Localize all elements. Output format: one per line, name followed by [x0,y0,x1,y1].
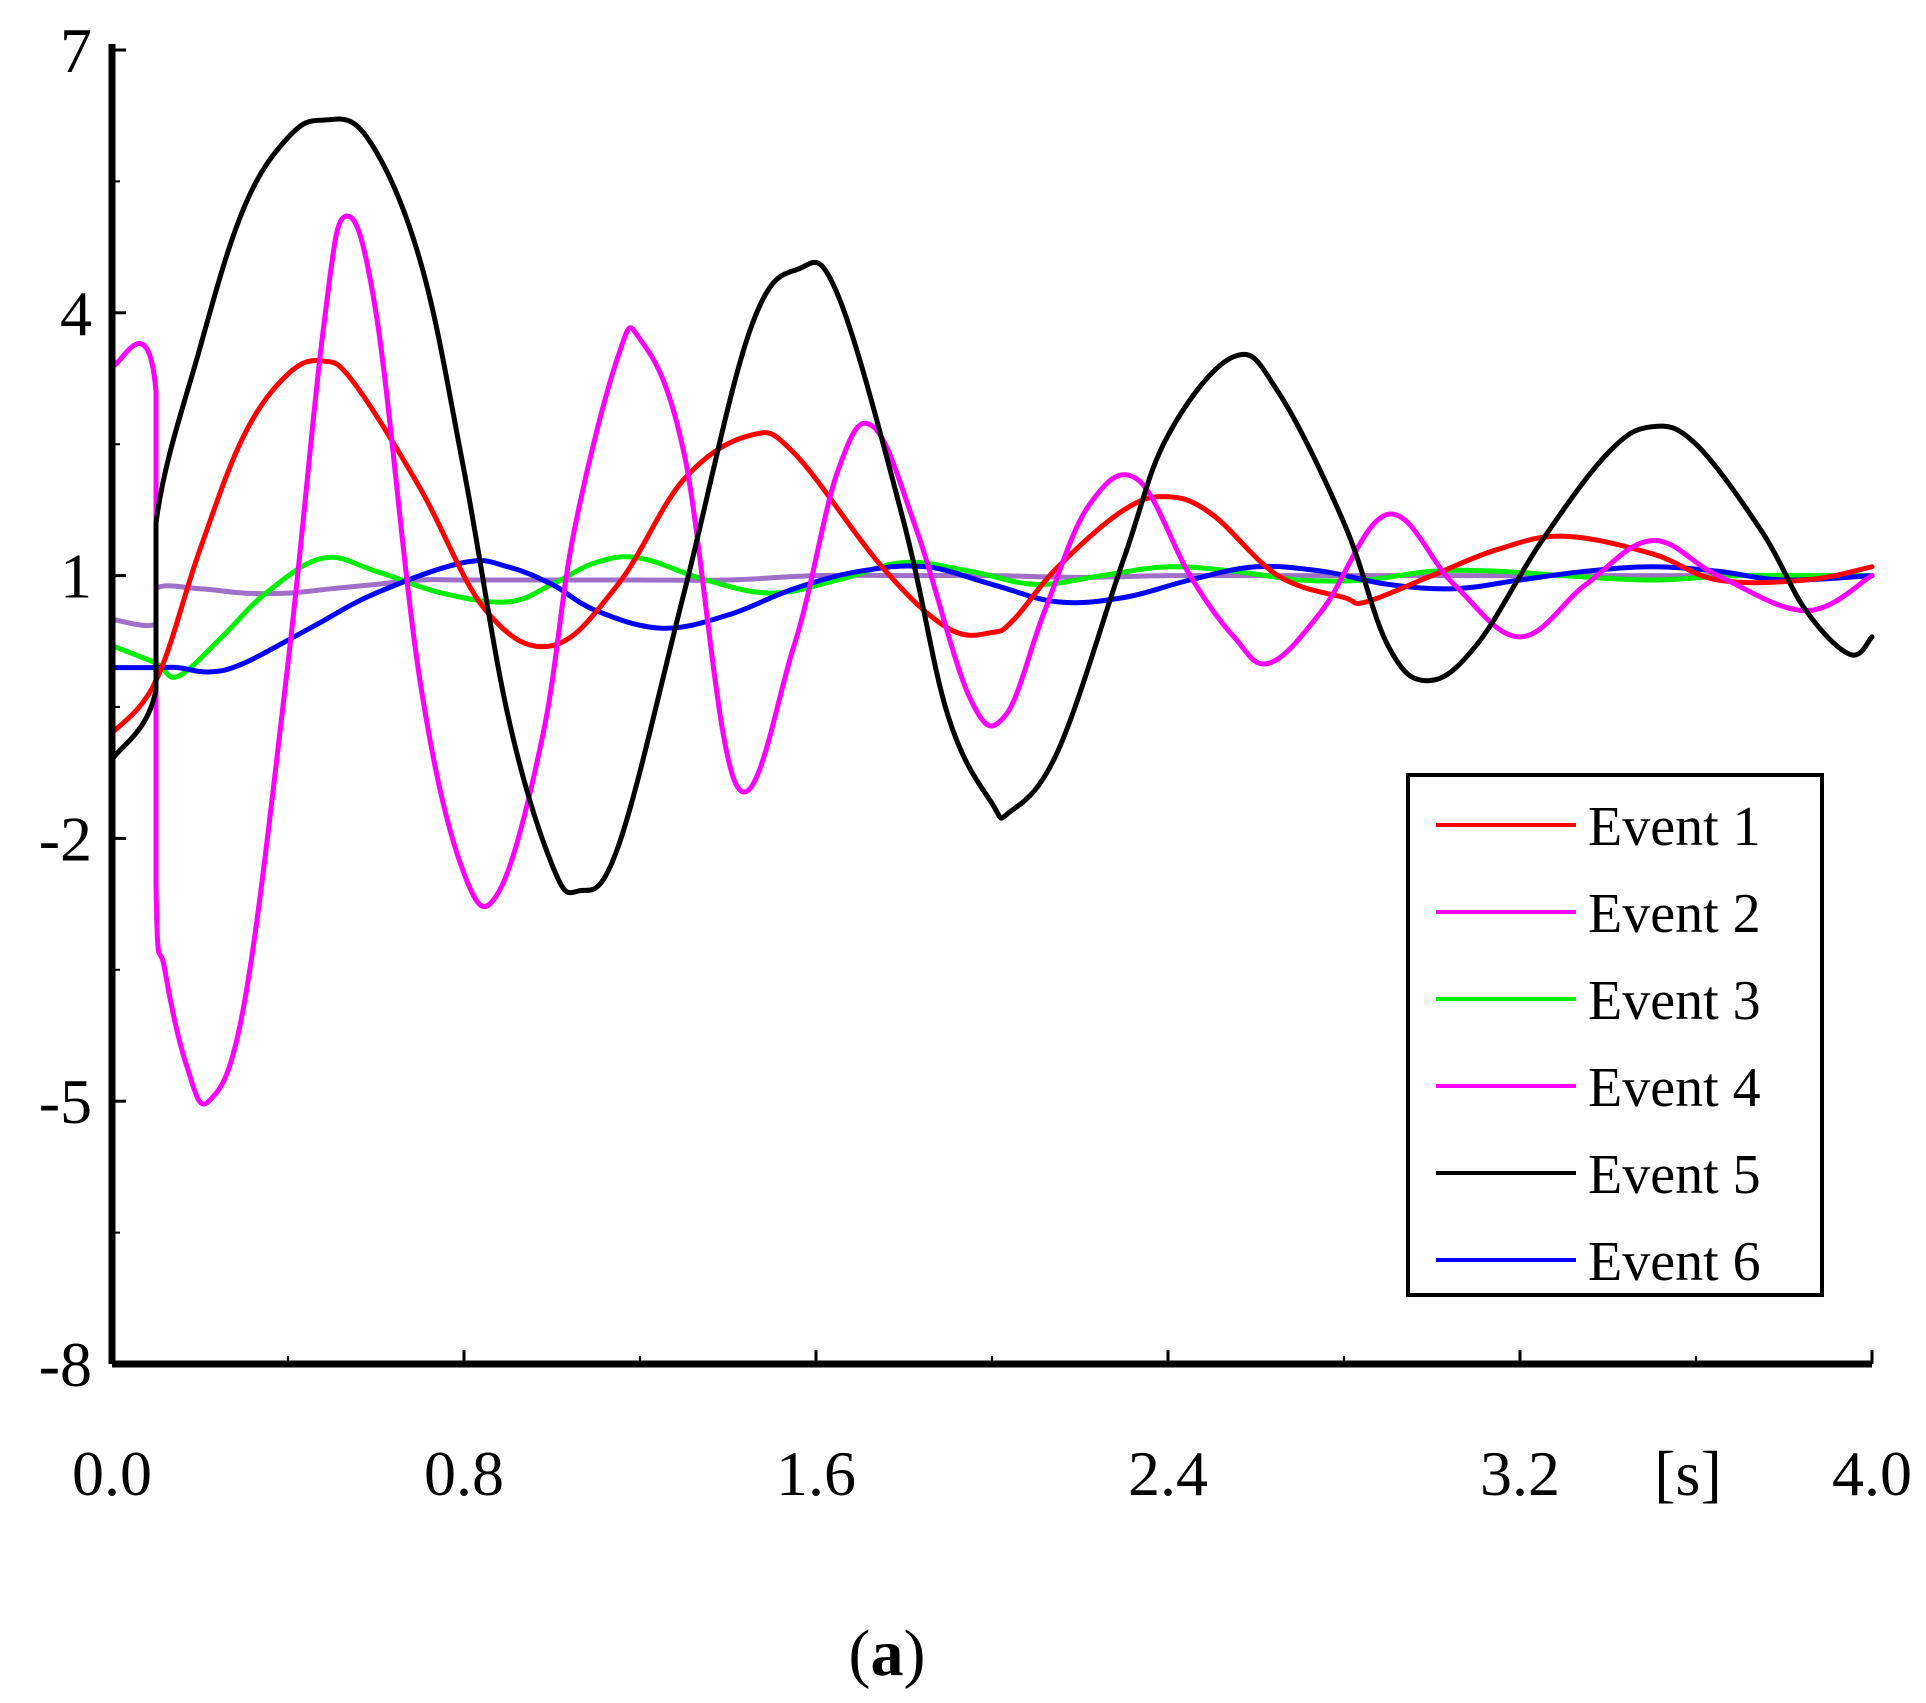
legend-items: Event 1 Event 2 Event 3 Event 4 Event 5 Event… [1436,796,1761,1293]
x-tick-label: 2.4 [1128,1438,1208,1509]
y-tick-label: -8 [39,1329,92,1400]
y-tick-label: 7 [60,15,92,86]
x-tick-label: 3.2 [1480,1438,1560,1509]
series-layer [109,116,1875,1107]
y-tick-label: -2 [39,803,92,874]
y-tick-label: 4 [60,278,92,349]
series-line-event-6 [109,558,1875,675]
figure-caption: (a) [849,1617,926,1690]
y-tick-label: -5 [39,1066,92,1137]
series-line-event-2 [109,213,1875,1107]
legend-label: Event 6 [1588,1231,1761,1293]
y-tick-label: 1 [60,541,92,612]
legend-label: Event 1 [1588,796,1761,858]
legend-label: Event 3 [1588,970,1761,1032]
x-tick-label: 0.8 [424,1438,504,1509]
legend-label: Event 5 [1588,1144,1761,1206]
caption-close-paren: ) [904,1617,926,1690]
ticks-layer: 0.0 0.8 1.6 2.4 3.2 4.0 7 4 1 -2 -5 -8 [39,15,1912,1509]
series-line-event-1 [109,357,1875,736]
legend-label: Event 2 [1588,883,1761,945]
caption-open-paren: ( [849,1617,871,1690]
legend-box [1406,773,1824,1297]
legend-label: Event 4 [1588,1057,1761,1119]
x-tick-label: 4.0 [1832,1438,1912,1509]
x-tick-label: 1.6 [776,1438,856,1509]
x-unit-label: [s] [1654,1438,1722,1509]
x-tick-label: 0.0 [72,1438,152,1509]
legend: Event 1 Event 2 Event 3 Event 4 Event 5 Event… [1406,773,1824,1297]
series-line-event-5 [109,116,1875,896]
caption-letter: a [871,1617,904,1690]
